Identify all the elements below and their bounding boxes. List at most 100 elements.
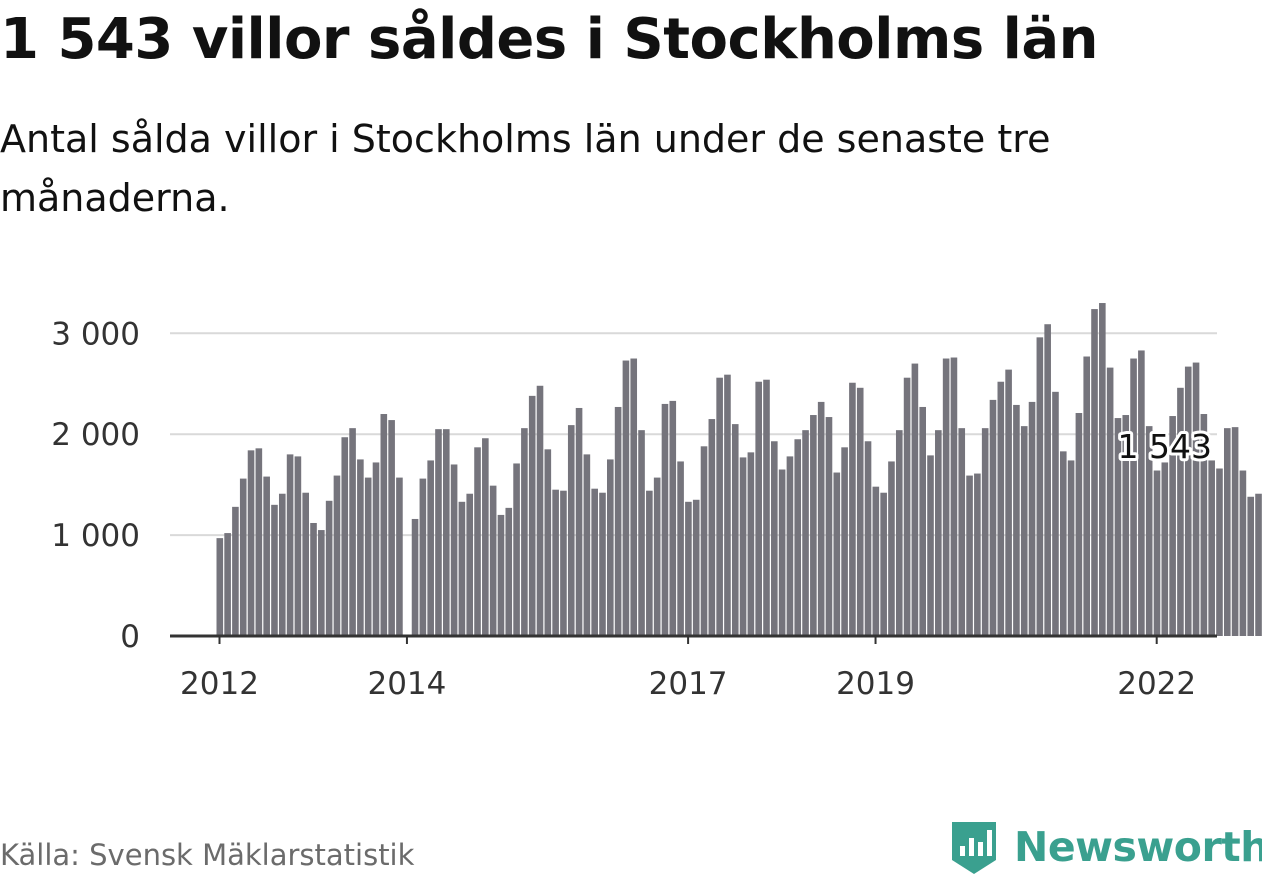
bar xyxy=(700,446,708,636)
bar xyxy=(989,399,997,636)
bar xyxy=(239,478,247,636)
bar xyxy=(528,395,536,636)
bar xyxy=(919,406,926,636)
x-tick-label: 2014 xyxy=(367,666,446,702)
bar xyxy=(552,489,559,636)
bar xyxy=(458,501,466,636)
y-tick-label: 0 xyxy=(120,619,140,655)
bar xyxy=(216,538,224,636)
bar xyxy=(622,360,630,636)
bar xyxy=(505,507,513,636)
bar xyxy=(396,477,403,636)
bar xyxy=(1005,369,1012,636)
y-tick-label: 1 000 xyxy=(51,518,140,554)
bar xyxy=(1044,324,1051,636)
bar xyxy=(1122,415,1130,636)
bar xyxy=(638,430,645,636)
bar xyxy=(950,357,958,636)
bar xyxy=(1138,350,1145,636)
bar xyxy=(1153,470,1161,636)
bar xyxy=(1013,404,1020,636)
bar xyxy=(380,414,388,636)
bar xyxy=(653,477,661,636)
bar xyxy=(271,504,278,636)
bar xyxy=(802,430,809,636)
bar xyxy=(333,475,341,636)
bar xyxy=(521,428,528,636)
bar xyxy=(419,478,427,636)
bar xyxy=(614,406,622,636)
bar xyxy=(731,424,739,636)
bar xyxy=(450,464,458,636)
brand-logo: Newsworthy xyxy=(948,818,1262,876)
bar xyxy=(763,379,770,636)
bar xyxy=(1145,426,1153,636)
bar xyxy=(372,462,380,636)
bar xyxy=(1161,462,1169,636)
bar xyxy=(661,403,669,636)
bar xyxy=(278,493,286,636)
annotation-label: 1 543 xyxy=(1118,427,1212,466)
y-tick-label: 2 000 xyxy=(51,417,140,453)
bar xyxy=(302,492,310,636)
bar xyxy=(708,419,716,636)
bar xyxy=(583,454,591,636)
bar xyxy=(825,417,833,636)
bar xyxy=(1114,418,1122,636)
bar xyxy=(1223,428,1231,636)
bar xyxy=(786,456,794,636)
bar xyxy=(849,382,856,636)
bar xyxy=(716,377,723,636)
bar xyxy=(255,448,263,636)
bar xyxy=(536,385,544,636)
x-tick-label: 2017 xyxy=(649,666,728,702)
bar xyxy=(895,430,903,636)
y-axis-ticks: 0 1 000 2 000 3 000 xyxy=(51,316,140,655)
bar xyxy=(1247,496,1255,636)
bar xyxy=(325,500,333,636)
bar xyxy=(942,358,950,636)
bar xyxy=(591,488,598,636)
bar xyxy=(435,429,442,636)
bar xyxy=(966,475,973,636)
bar xyxy=(364,477,372,636)
bar xyxy=(318,530,325,636)
bar xyxy=(349,428,356,636)
bar xyxy=(810,415,817,636)
bar xyxy=(1020,426,1028,636)
bar xyxy=(1255,493,1262,636)
bar xyxy=(1130,358,1137,636)
bar xyxy=(872,486,880,636)
bar xyxy=(513,463,520,636)
source-note: Källa: Svensk Mäklarstatistik xyxy=(0,838,415,872)
bar xyxy=(630,358,638,636)
bar xyxy=(1036,337,1044,636)
bar xyxy=(958,428,966,636)
bar xyxy=(880,492,887,636)
bar xyxy=(771,441,778,636)
bars xyxy=(216,303,1262,636)
bar xyxy=(724,374,731,636)
bar xyxy=(755,381,762,636)
bar xyxy=(411,518,419,636)
bar xyxy=(646,490,653,636)
bar xyxy=(1091,309,1098,636)
bar xyxy=(856,387,864,636)
bar xyxy=(841,447,848,636)
bar xyxy=(1083,356,1091,636)
bar xyxy=(1106,367,1114,636)
bar xyxy=(1075,413,1083,636)
bar xyxy=(669,400,677,636)
bar xyxy=(247,450,255,636)
bar xyxy=(607,459,614,636)
bar xyxy=(357,459,364,636)
bar xyxy=(560,490,567,636)
bar xyxy=(903,377,911,636)
last-value-annotation: 1 543 xyxy=(1115,424,1215,469)
bar xyxy=(1184,366,1192,636)
bar xyxy=(1099,303,1106,636)
bar xyxy=(310,522,317,636)
bar xyxy=(427,460,434,636)
bar xyxy=(794,439,802,636)
